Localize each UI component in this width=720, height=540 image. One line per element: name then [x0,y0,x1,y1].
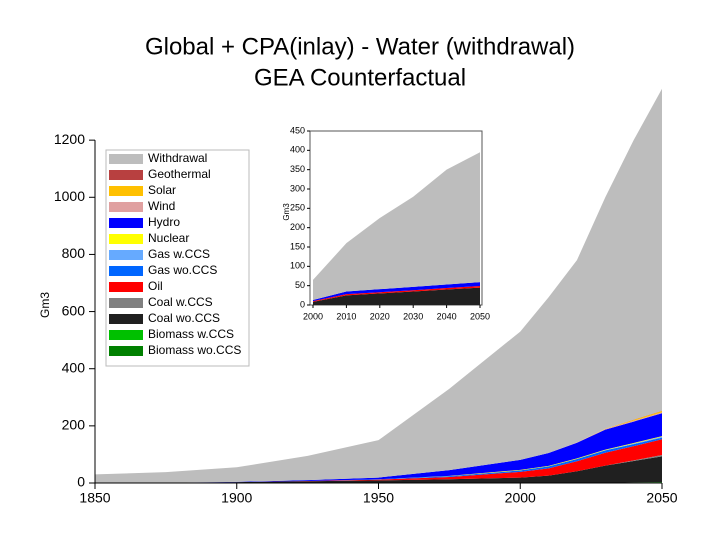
legend-label: Hydro [148,215,180,229]
x-tick-label: 2020 [370,311,390,321]
y-tick-label: 800 [62,245,86,261]
x-tick-label: 2050 [470,311,490,321]
area [313,287,480,305]
legend-label: Geothermal [148,167,211,181]
y-tick-label: 600 [62,302,86,318]
legend-swatch [109,202,143,212]
area [95,437,662,483]
y-tick-label: 0 [300,299,305,309]
legend-swatch [109,234,143,244]
legend-label: Wind [148,199,175,213]
x-tick-label: 1850 [79,490,110,506]
y-tick-label: 50 [295,280,305,290]
legend-label: Gas wo.CCS [148,263,217,277]
x-tick-label: 2010 [336,311,356,321]
y-tick-label: 400 [290,145,305,155]
y-tick-label: 300 [290,183,305,193]
legend-label: Withdrawal [148,151,207,165]
x-tick-label: 2050 [646,490,677,506]
y-tick-label: 350 [290,164,305,174]
legend-swatch [109,250,143,260]
y-axis-label: Gm3 [38,292,52,318]
legend-label: Nuclear [148,231,189,245]
y-tick-label: 200 [62,417,86,433]
legend-swatch [109,154,143,164]
legend-label: Coal w.CCS [148,295,213,309]
x-tick-label: 2000 [303,311,323,321]
legend-label: Biomass w.CCS [148,327,234,341]
area [313,152,480,300]
legend-swatch [109,186,143,196]
legend-swatch [109,346,143,356]
area [313,282,480,302]
legend-swatch [109,218,143,228]
x-tick-label: 2040 [437,311,457,321]
y-axis-label: Gm3 [282,203,291,221]
legend-swatch [109,330,143,340]
legend-swatch [109,170,143,180]
x-tick-label: 2000 [505,490,536,506]
legend-swatch [109,298,143,308]
x-tick-label: 1900 [221,490,252,506]
y-tick-label: 0 [77,474,85,490]
chart-title: GEA Counterfactual [254,64,466,91]
chart-title: Global + CPA(inlay) - Water (withdrawal) [145,33,575,60]
y-tick-label: 250 [290,203,305,213]
legend-swatch [109,266,143,276]
y-tick-label: 200 [290,222,305,232]
y-tick-label: 150 [290,241,305,251]
area [95,456,662,483]
area [95,413,662,483]
y-tick-label: 400 [62,359,86,375]
y-tick-label: 1200 [54,131,85,147]
x-tick-label: 2030 [403,311,423,321]
area [313,286,480,302]
legend-label: Biomass wo.CCS [148,343,241,357]
legend-label: Solar [148,183,176,197]
y-tick-label: 100 [290,261,305,271]
area [95,88,662,483]
y-tick-label: 450 [290,125,305,135]
y-tick-label: 1000 [54,188,85,204]
legend-swatch [109,314,143,324]
legend-label: Oil [148,279,163,293]
x-tick-label: 1950 [363,490,394,506]
legend-label: Gas w.CCS [148,247,210,261]
legend-label: Coal wo.CCS [148,311,220,325]
legend-swatch [109,282,143,292]
